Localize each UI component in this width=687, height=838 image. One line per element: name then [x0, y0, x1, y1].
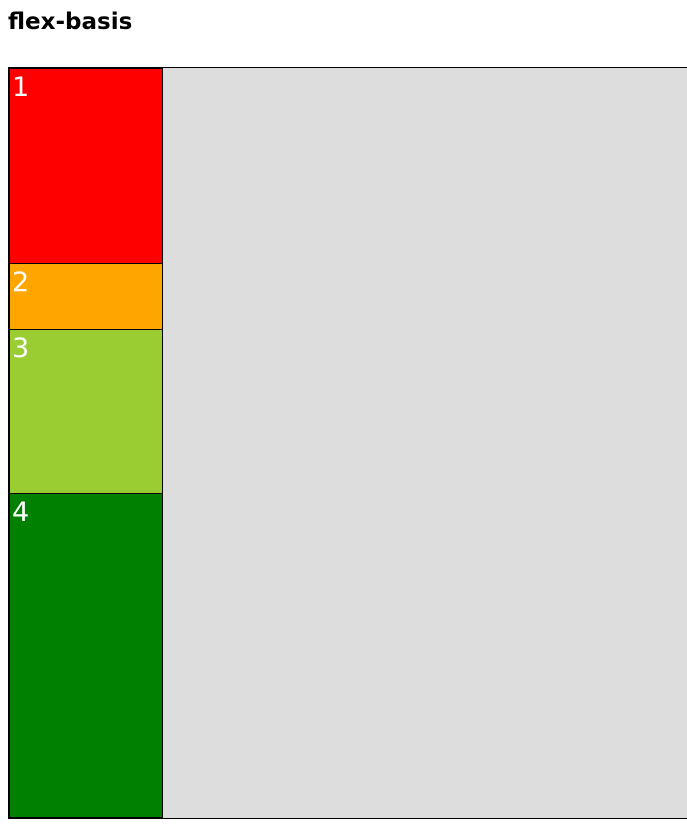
flex-item-1: 1 [9, 68, 163, 264]
flex-item-3: 3 [9, 329, 163, 494]
flex-item-2: 2 [9, 263, 163, 330]
page-title: flex-basis [8, 9, 133, 35]
flex-item-4: 4 [9, 493, 163, 818]
flex-container: 1 2 3 4 [8, 67, 687, 819]
